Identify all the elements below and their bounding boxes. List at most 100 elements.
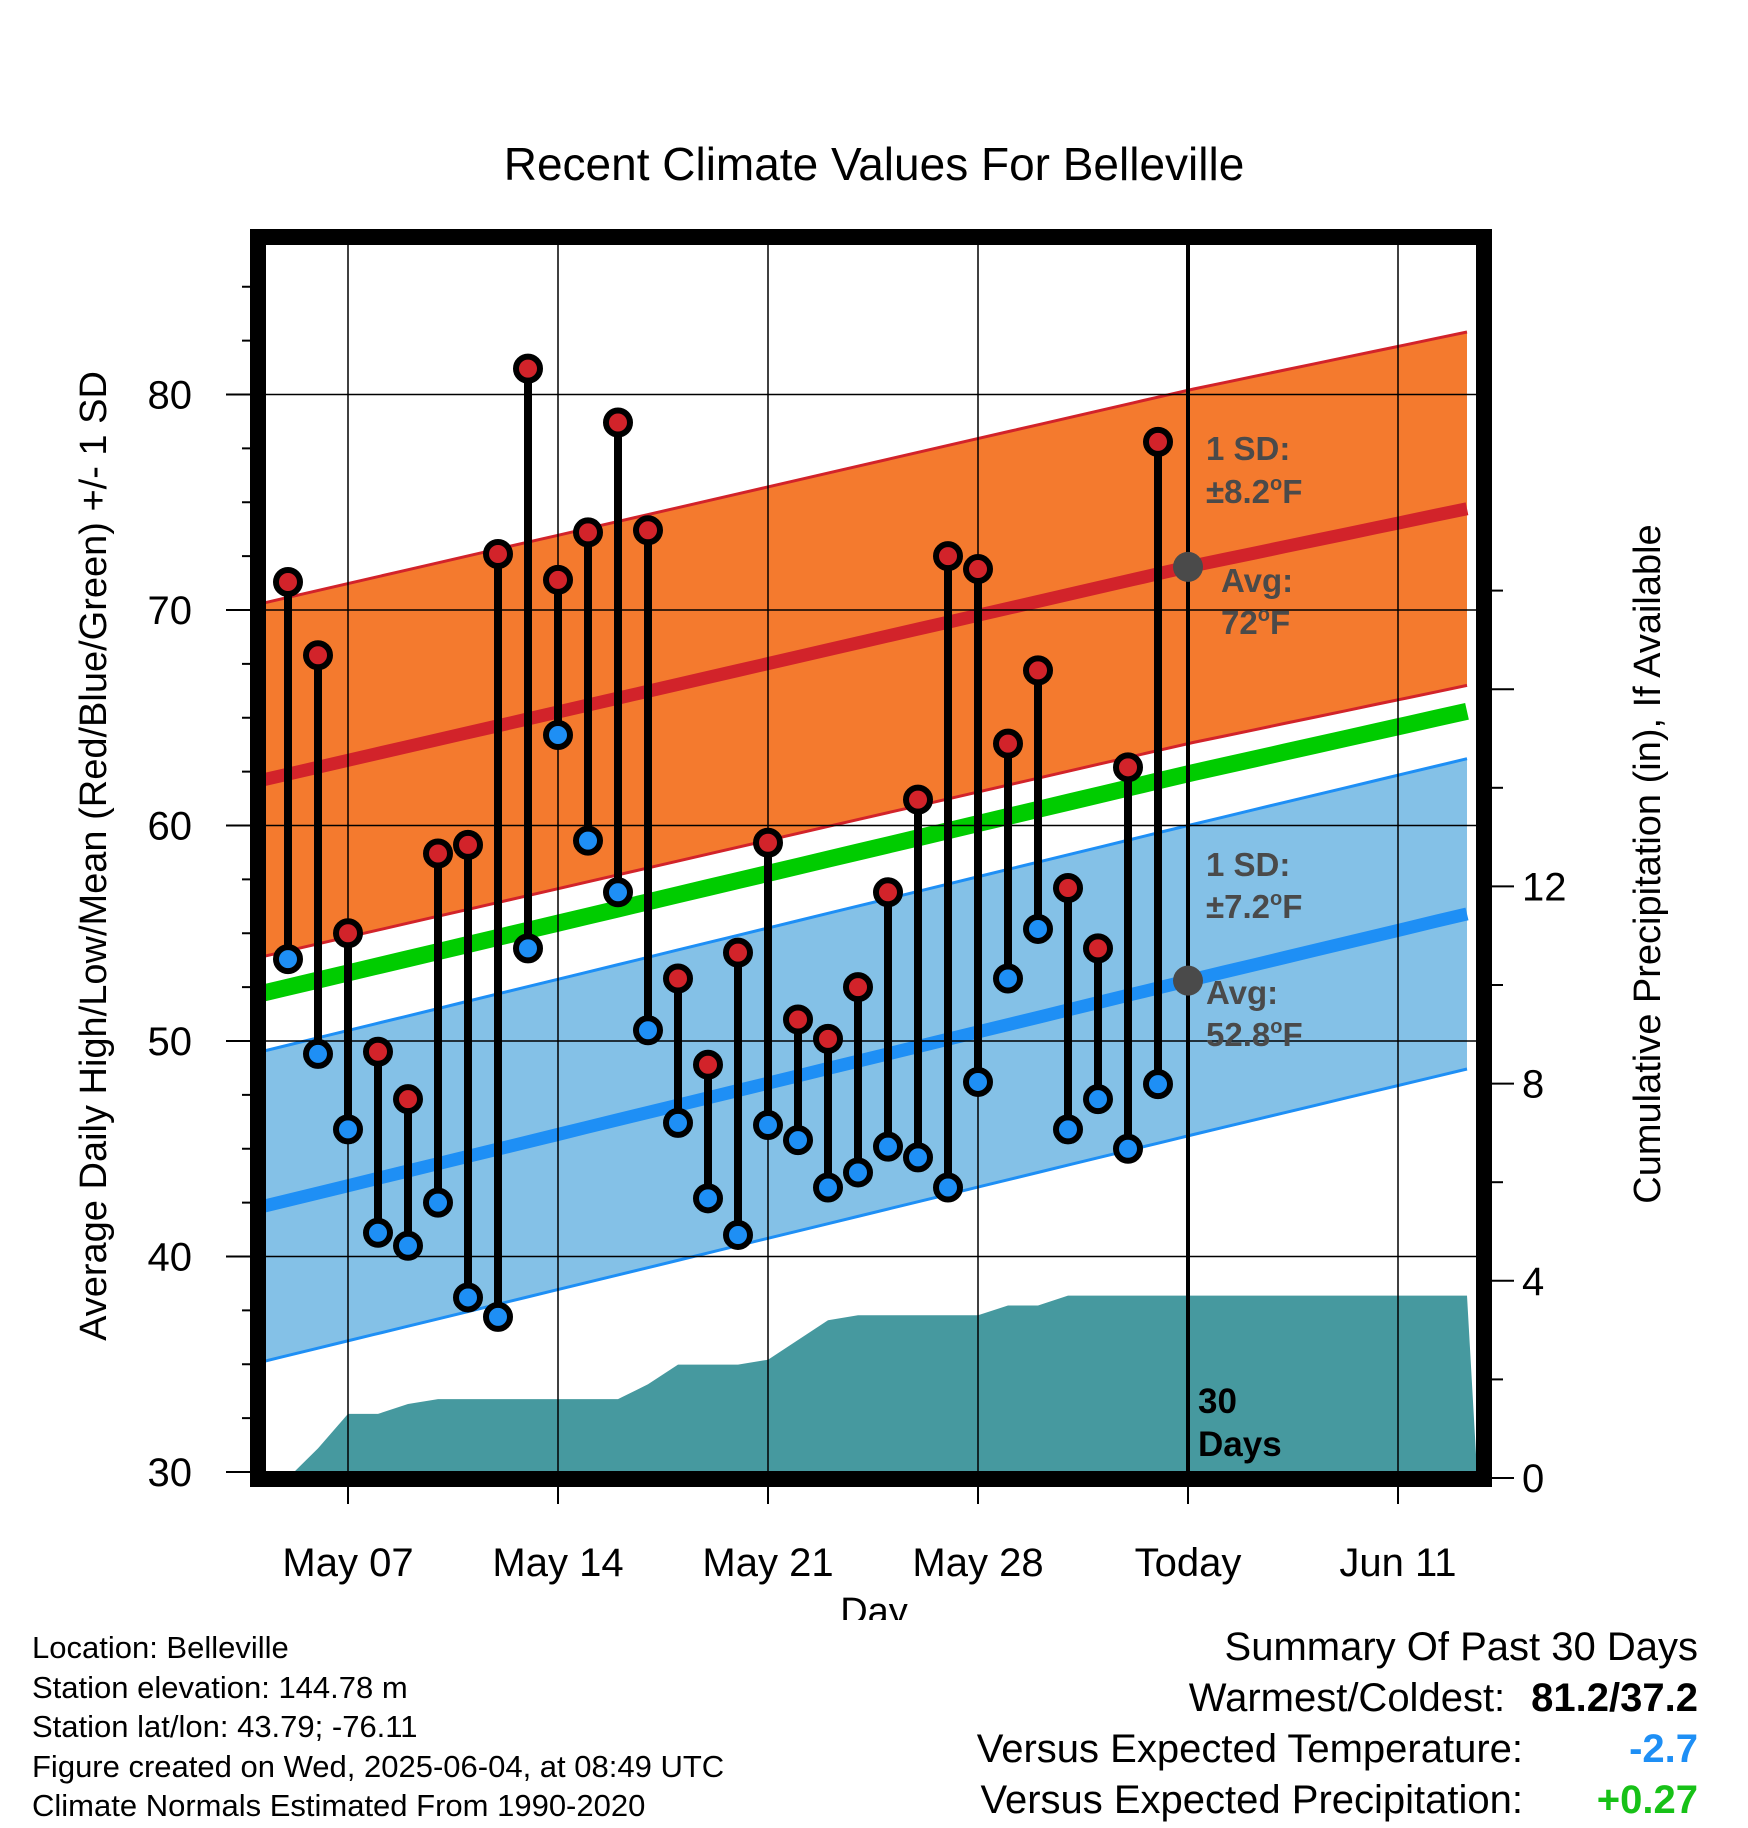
low-dot-day-10 — [423, 1187, 453, 1218]
climate-chart: Recent Climate Values For Belleville 1 S… — [73, 138, 1669, 1620]
y-tick-label-4: 70 — [148, 589, 193, 633]
high-dot-day-32 — [1083, 933, 1113, 964]
today-low-avg-marker — [1173, 965, 1203, 996]
high-dot-day-30 — [1023, 655, 1053, 686]
precip-value: +0.27 — [1596, 1778, 1698, 1822]
low-dot-day-8 — [363, 1217, 393, 1248]
x-tick-label-0: May 07 — [282, 1541, 413, 1585]
temp-label: Versus Expected Temperature: — [976, 1727, 1523, 1771]
high-sd-label: 1 SD: — [1206, 430, 1290, 467]
precip-label: Versus Expected Precipitation: — [980, 1778, 1523, 1822]
period-label-bottom: Days — [1198, 1425, 1282, 1464]
y-tick-label-3: 60 — [148, 805, 193, 849]
warm-cold-row: Warmest/Coldest: 81.2/37.2 — [977, 1673, 1698, 1724]
high-dot-day-19 — [693, 1049, 723, 1080]
high-dot-day-18 — [663, 963, 693, 994]
x-tick-label-5: Jun 11 — [1339, 1541, 1456, 1585]
high-dot-day-31 — [1053, 872, 1083, 903]
low-dot-day-13 — [513, 933, 543, 964]
x-tick-label-1: May 14 — [492, 1541, 623, 1585]
latlon-text: Station lat/lon: 43.79; -76.11 — [32, 1709, 418, 1744]
high-dot-day-26 — [903, 784, 933, 815]
high-dot-day-28 — [963, 554, 993, 585]
high-dot-day-25 — [873, 877, 903, 908]
low-sd-label: 1 SD: — [1206, 846, 1290, 883]
created-text: Figure created on Wed, 2025-06-04, at 08… — [32, 1748, 725, 1784]
high-dot-day-15 — [573, 517, 603, 548]
high-dot-day-20 — [723, 937, 753, 968]
low-dot-day-24 — [843, 1157, 873, 1188]
precip-row: Versus Expected Precipitation: +0.27 — [977, 1775, 1698, 1826]
low-avg-label: Avg: — [1206, 974, 1278, 1011]
high-dot-day-23 — [813, 1023, 843, 1054]
high-dot-day-12 — [483, 538, 513, 569]
x-tick-label-3: May 28 — [912, 1541, 1043, 1585]
warm-cold-value: 81.2/37.2 — [1531, 1676, 1698, 1720]
normals-text: Climate Normals Estimated From 1990-2020 — [32, 1788, 646, 1823]
x-tick-label-4: Today — [1135, 1541, 1242, 1585]
low-dot-day-22 — [783, 1125, 813, 1156]
high-dot-day-8 — [363, 1036, 393, 1067]
normal-high-line — [250, 502, 1469, 789]
high-avg-value: 72oF — [1221, 604, 1290, 641]
plot-area: 1 SD: ±8.2oF Avg: 72oF 1 SD: ±7.2oF Avg: 52.8oF… — [148, 229, 1567, 1585]
low-dot-day-34 — [1143, 1069, 1173, 1100]
y2-tick-label-0: 0 — [1522, 1457, 1544, 1501]
station-info: Location: Belleville Station elevation: … — [32, 1628, 724, 1826]
high-dot-day-33 — [1113, 752, 1143, 783]
temp-row: Versus Expected Temperature: -2.7 — [977, 1724, 1698, 1775]
high-dot-day-21 — [753, 827, 783, 858]
high-dot-day-14 — [543, 564, 573, 595]
low-dot-day-5 — [273, 944, 303, 975]
y2-tick-label-2: 8 — [1522, 1063, 1544, 1107]
low-dot-day-12 — [483, 1301, 513, 1332]
low-dot-day-27 — [933, 1172, 963, 1203]
high-dot-day-6 — [303, 640, 333, 671]
low-dot-day-11 — [453, 1282, 483, 1313]
high-dot-day-17 — [633, 515, 663, 546]
low-sd-value: ±7.2oF — [1206, 888, 1302, 925]
low-avg-value: 52.8oF — [1206, 1016, 1303, 1053]
x-tick-label-2: May 21 — [702, 1541, 833, 1585]
low-dot-day-18 — [663, 1107, 693, 1138]
high-sd-band-lower-edge — [251, 683, 1468, 961]
x-axis-label: Day — [840, 1591, 908, 1620]
y2-axis-label: Cumulative Precipitation (in), If Availa… — [1627, 524, 1669, 1203]
low-dot-day-17 — [633, 1015, 663, 1046]
y2-tick-label-3: 12 — [1522, 865, 1567, 909]
today-high-avg-marker — [1173, 551, 1203, 582]
low-dot-day-26 — [903, 1142, 933, 1173]
chart-title: Recent Climate Values For Belleville — [504, 138, 1245, 190]
elevation-text: Station elevation: 144.78 m — [32, 1669, 408, 1705]
low-dot-day-15 — [573, 825, 603, 856]
high-dot-day-29 — [993, 728, 1023, 759]
low-dot-day-16 — [603, 877, 633, 908]
summary-title: Summary Of Past 30 Days — [1224, 1625, 1698, 1669]
y2-tick-label-1: 4 — [1522, 1260, 1544, 1304]
high-sd-band-upper-edge — [251, 330, 1468, 608]
high-avg-label: Avg: — [1221, 562, 1293, 599]
low-dot-day-14 — [543, 719, 573, 750]
period-label-top: 30 — [1198, 1382, 1237, 1421]
low-dot-day-23 — [813, 1172, 843, 1203]
high-dot-day-10 — [423, 838, 453, 869]
y-tick-label-1: 40 — [148, 1236, 193, 1280]
precipitation-area — [273, 1295, 1477, 1478]
summary-panel: Summary Of Past 30 Days Warmest/Coldest:… — [977, 1622, 1698, 1826]
y-axis-label: Average Daily High/Low/Mean (Red/Blue/Gr… — [73, 371, 115, 1341]
high-dot-day-34 — [1143, 426, 1173, 457]
low-dot-day-21 — [753, 1110, 783, 1141]
low-dot-day-19 — [693, 1183, 723, 1214]
low-dot-day-6 — [303, 1038, 333, 1069]
high-dot-day-22 — [783, 1004, 813, 1035]
plot-frame — [250, 229, 1492, 1487]
high-dot-day-9 — [393, 1084, 423, 1115]
low-dot-day-29 — [993, 963, 1023, 994]
location-text: Location: Belleville — [32, 1630, 289, 1665]
temp-value: -2.7 — [1629, 1727, 1698, 1771]
high-sd-value: ±8.2oF — [1206, 473, 1302, 510]
high-dot-day-11 — [453, 829, 483, 860]
low-dot-day-33 — [1113, 1133, 1143, 1164]
high-dot-day-24 — [843, 972, 873, 1003]
low-dot-day-32 — [1083, 1084, 1113, 1115]
